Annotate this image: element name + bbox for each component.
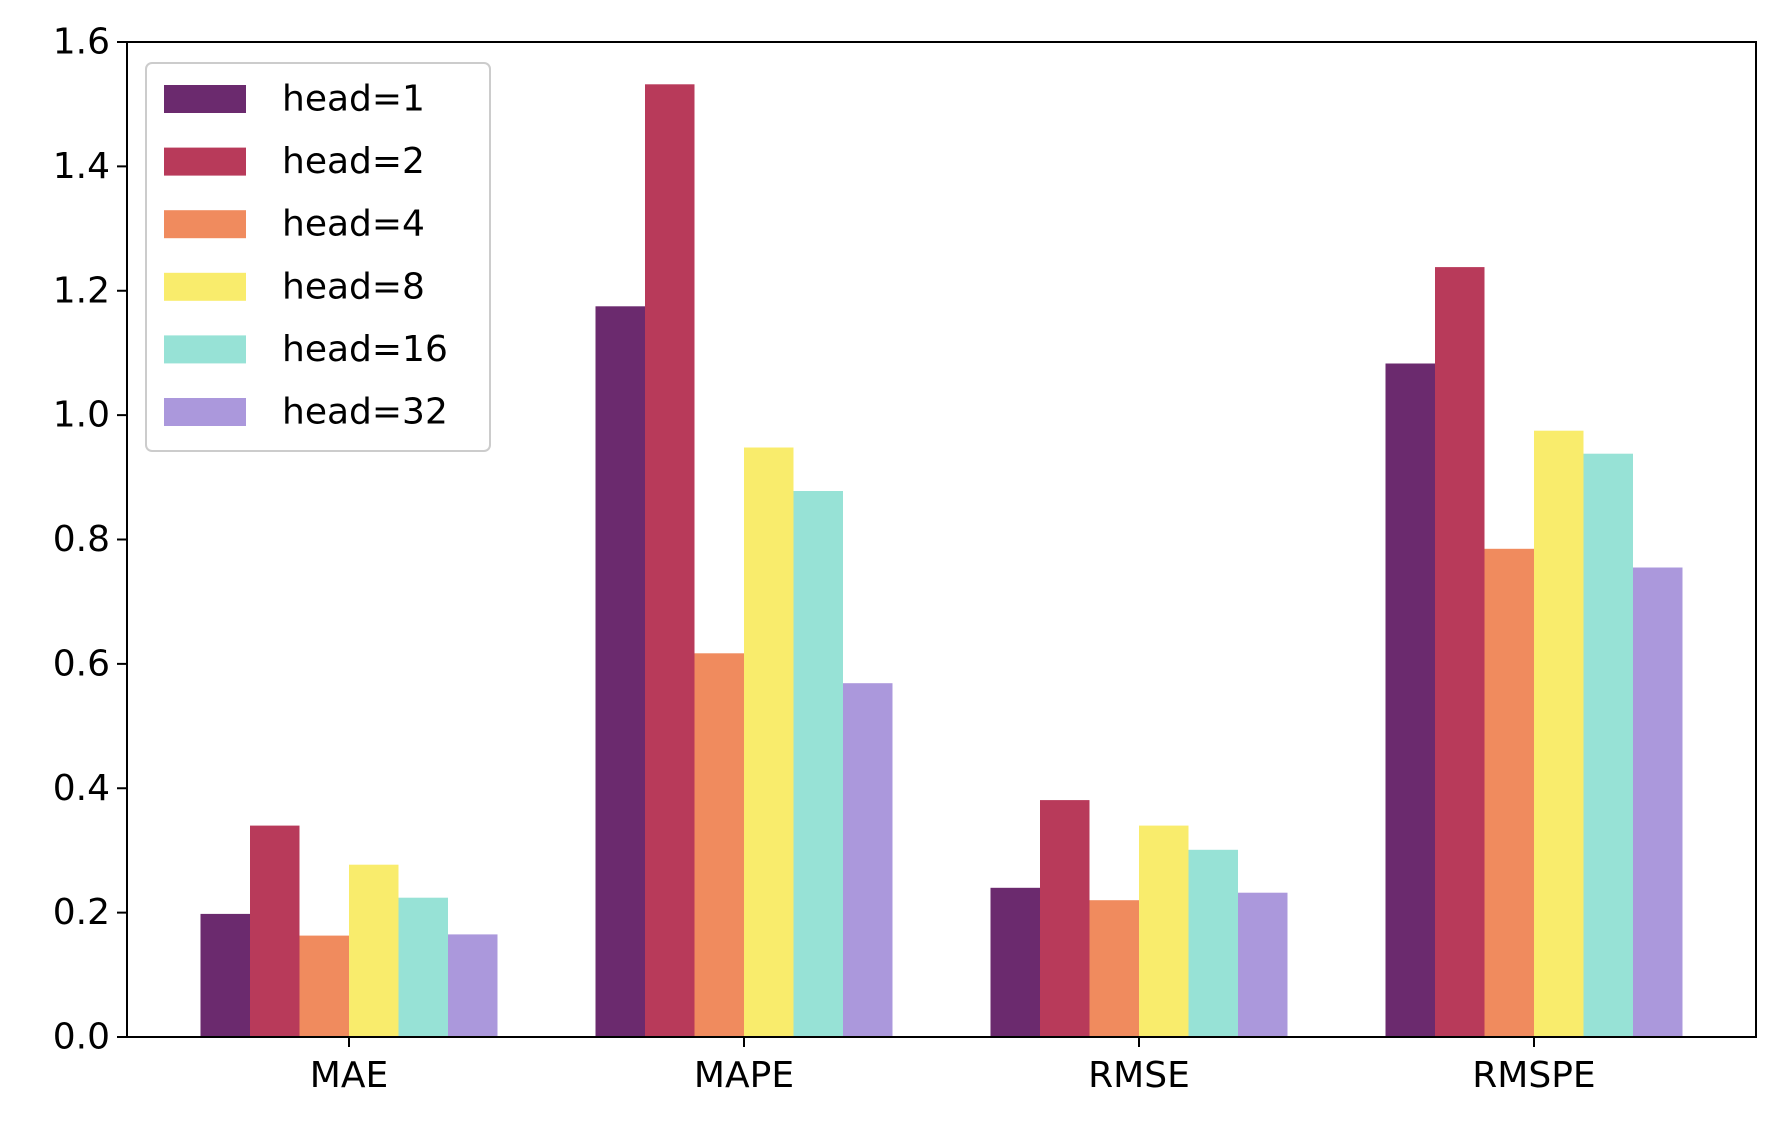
x-tick-label: MAPE bbox=[694, 1055, 794, 1096]
bar-rmspe-head-16 bbox=[1583, 453, 1633, 1037]
y-axis: 0.0 0.2 0.4 0.6 0.8 1.0 1.2 1.4 1.6 bbox=[53, 22, 127, 1058]
legend-swatch bbox=[164, 398, 246, 426]
legend-swatch bbox=[164, 147, 246, 176]
bar-mape-head-32 bbox=[843, 683, 893, 1037]
legend-label: head=1 bbox=[282, 79, 425, 120]
bar-rmse-head-16 bbox=[1188, 849, 1238, 1037]
x-axis: MAE MAPE RMSE RMSPE bbox=[310, 1037, 1596, 1096]
bar-mape-head-8 bbox=[744, 447, 794, 1037]
legend-label: head=32 bbox=[282, 392, 448, 433]
bar-mape-head-1 bbox=[595, 306, 645, 1037]
bar-mae-head-8 bbox=[349, 864, 399, 1037]
legend-swatch bbox=[164, 272, 246, 301]
bar-rmspe-head-32 bbox=[1633, 567, 1683, 1037]
bar-rmspe-head-4 bbox=[1484, 548, 1534, 1037]
bar-mape-head-4 bbox=[694, 653, 744, 1037]
y-tick-label: 0.8 bbox=[53, 519, 110, 560]
y-tick-label: 0.4 bbox=[53, 768, 110, 809]
bar-rmse-head-1 bbox=[990, 887, 1040, 1038]
legend-swatch bbox=[164, 210, 246, 239]
y-tick-label: 0.2 bbox=[53, 892, 110, 933]
bar-mae-head-4 bbox=[299, 935, 349, 1037]
legend-label: head=16 bbox=[282, 329, 448, 370]
legend-label: head=8 bbox=[282, 266, 425, 307]
bar-rmse-head-4 bbox=[1089, 900, 1139, 1037]
y-tick-label: 1.0 bbox=[53, 395, 110, 436]
y-tick-label: 1.2 bbox=[53, 270, 110, 311]
x-tick-label: RMSE bbox=[1088, 1055, 1190, 1096]
legend-swatch bbox=[164, 85, 246, 113]
y-tick-label: 1.6 bbox=[53, 22, 110, 63]
y-tick-label: 0.0 bbox=[53, 1017, 110, 1058]
legend-swatch bbox=[164, 335, 246, 364]
bars-layer bbox=[200, 84, 1683, 1038]
bar-rmspe-head-2 bbox=[1435, 267, 1485, 1038]
bar-mape-head-2 bbox=[645, 84, 695, 1038]
bar-mape-head-16 bbox=[793, 491, 843, 1037]
bar-mae-head-16 bbox=[398, 897, 448, 1037]
legend: head=1 head=2 head=4 head=8 head=16 head=32 bbox=[145, 62, 491, 452]
bar-rmspe-head-8 bbox=[1534, 430, 1584, 1037]
y-tick-label: 0.6 bbox=[53, 643, 110, 684]
bar-rmspe-head-1 bbox=[1385, 363, 1435, 1037]
bar-mae-head-1 bbox=[200, 913, 250, 1037]
bar-mae-head-32 bbox=[448, 934, 498, 1037]
legend-label: head=2 bbox=[282, 141, 425, 182]
bar-rmse-head-32 bbox=[1238, 892, 1288, 1037]
bar-rmse-head-2 bbox=[1040, 800, 1090, 1037]
y-tick-label: 1.4 bbox=[53, 146, 110, 187]
legend-label: head=4 bbox=[282, 204, 425, 245]
x-tick-label: MAE bbox=[310, 1055, 388, 1096]
x-tick-label: RMSPE bbox=[1472, 1055, 1595, 1096]
bar-rmse-head-8 bbox=[1139, 825, 1189, 1037]
bar-mae-head-2 bbox=[250, 825, 300, 1037]
